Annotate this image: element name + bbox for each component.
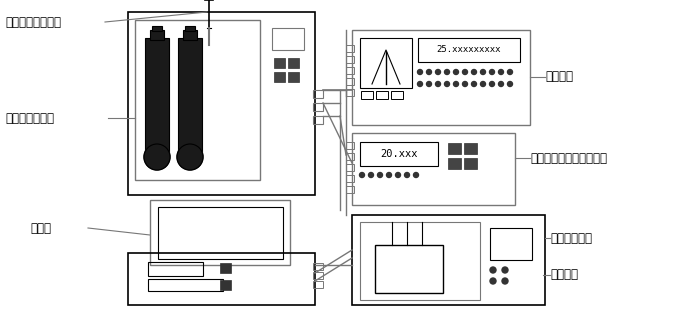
Text: 计算机: 计算机	[30, 221, 51, 234]
Circle shape	[490, 82, 495, 87]
Circle shape	[462, 70, 467, 75]
Bar	[418, 38, 520, 62]
Circle shape	[368, 173, 373, 177]
Circle shape	[436, 70, 440, 75]
Bar	[128, 253, 315, 305]
Text: 测温电桥: 测温电桥	[545, 71, 573, 83]
Bar	[220, 280, 231, 290]
Bar	[352, 215, 545, 305]
Bar	[274, 58, 285, 68]
Text: 精密恒温油槽: 精密恒温油槽	[550, 232, 592, 244]
Text: 标准铂电阻温度计: 标准铂电阻温度计	[5, 15, 61, 28]
Circle shape	[502, 267, 508, 273]
Bar	[376, 91, 388, 99]
Bar	[464, 158, 477, 169]
Circle shape	[453, 82, 458, 87]
Bar	[185, 26, 195, 31]
Circle shape	[405, 173, 410, 177]
Bar	[288, 58, 299, 68]
Circle shape	[471, 70, 477, 75]
Bar	[346, 89, 354, 96]
Bar	[158, 207, 283, 259]
Circle shape	[418, 70, 423, 75]
Bar	[360, 222, 480, 300]
Circle shape	[499, 70, 504, 75]
Circle shape	[359, 173, 364, 177]
Bar	[313, 272, 323, 279]
Circle shape	[490, 267, 496, 273]
Circle shape	[462, 82, 467, 87]
Circle shape	[508, 70, 512, 75]
Bar	[448, 143, 461, 154]
Bar	[375, 245, 443, 293]
Bar	[183, 30, 197, 40]
Circle shape	[480, 70, 486, 75]
Bar	[145, 38, 169, 156]
Bar	[313, 103, 323, 111]
Circle shape	[502, 278, 508, 284]
Bar	[346, 142, 354, 149]
Circle shape	[445, 70, 449, 75]
Bar	[313, 90, 323, 98]
Circle shape	[445, 82, 449, 87]
Circle shape	[453, 70, 458, 75]
Bar	[288, 72, 299, 82]
Bar	[360, 38, 412, 88]
Text: 精密数显热敏电阻温度计: 精密数显热敏电阻温度计	[530, 152, 607, 164]
Bar	[313, 263, 323, 270]
Text: 水三相点恒温槽: 水三相点恒温槽	[5, 112, 54, 124]
Text: 25.xxxxxxxxx: 25.xxxxxxxxx	[437, 45, 501, 54]
Circle shape	[396, 173, 401, 177]
Bar	[352, 133, 515, 205]
Bar	[128, 12, 315, 195]
Bar	[346, 56, 354, 63]
Circle shape	[436, 82, 440, 87]
Circle shape	[499, 82, 504, 87]
Bar	[448, 158, 461, 169]
Circle shape	[386, 173, 392, 177]
Circle shape	[480, 82, 486, 87]
Bar	[346, 164, 354, 171]
Bar	[272, 28, 304, 50]
Bar	[346, 78, 354, 85]
Bar	[490, 228, 532, 260]
Circle shape	[377, 173, 383, 177]
Bar	[352, 30, 530, 125]
Text: 标准电阻: 标准电阻	[550, 268, 578, 282]
Bar	[346, 45, 354, 52]
Bar	[178, 38, 202, 156]
Bar	[152, 26, 162, 31]
Circle shape	[418, 82, 423, 87]
Bar	[220, 263, 231, 273]
Bar	[150, 30, 164, 40]
Bar	[148, 262, 203, 276]
Bar	[135, 20, 260, 180]
Text: 20.xxx: 20.xxx	[380, 149, 418, 159]
Bar	[148, 279, 223, 291]
Circle shape	[490, 278, 496, 284]
Bar	[274, 72, 285, 82]
Bar	[313, 116, 323, 124]
Circle shape	[427, 82, 431, 87]
Bar	[361, 91, 373, 99]
Circle shape	[427, 70, 431, 75]
Bar	[150, 200, 290, 265]
Bar	[391, 91, 403, 99]
Circle shape	[490, 70, 495, 75]
Bar	[313, 281, 323, 288]
Bar	[346, 175, 354, 182]
Bar	[464, 143, 477, 154]
Circle shape	[414, 173, 418, 177]
Circle shape	[508, 82, 512, 87]
Bar	[346, 67, 354, 74]
Bar	[346, 186, 354, 193]
Circle shape	[177, 144, 203, 170]
Circle shape	[471, 82, 477, 87]
Circle shape	[144, 144, 170, 170]
Bar	[360, 142, 438, 166]
Bar	[346, 153, 354, 160]
